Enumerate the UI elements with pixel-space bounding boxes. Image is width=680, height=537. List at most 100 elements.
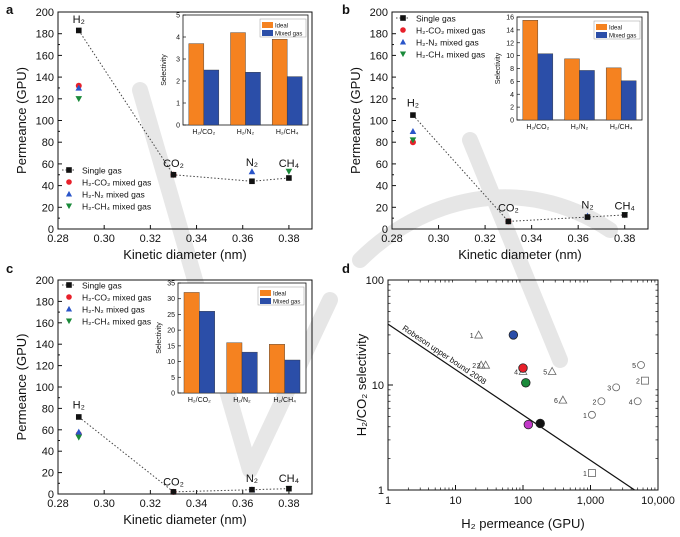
- inset-legend-swatch: [262, 22, 273, 28]
- inset-y-tick-label: 0: [510, 118, 514, 125]
- x-tick-label: 0.30: [93, 498, 114, 510]
- inset-y-tick-label: 2: [510, 105, 514, 112]
- inset-bar: [271, 39, 288, 126]
- y-tick-label: 40: [42, 446, 54, 458]
- inset-y-tick-label: 20: [167, 328, 175, 335]
- literature-label: 5: [543, 369, 547, 376]
- inset-x-tick-label: H₂/CH₄: [276, 129, 299, 136]
- y-tick-label: 80: [42, 403, 54, 415]
- gas-label: H₂: [407, 97, 419, 109]
- data-point: [75, 428, 83, 435]
- inset-bar-chart: 0 1 2 3 4 5 Selectivity H₂/CO₂ H₂/N₂ H₂/CH₄ Ideal M…: [161, 13, 309, 136]
- gas-label: CO₂: [498, 203, 519, 215]
- data-point: [75, 414, 82, 420]
- literature-point: [481, 360, 491, 369]
- inset-y-tick-label: 4: [510, 92, 514, 99]
- inset-x-tick-label: H₂/CO₂: [192, 129, 215, 136]
- inset-bar: [620, 80, 637, 121]
- legend-label: H₂-CH₄ mixed gas: [82, 317, 151, 327]
- y-tick-label: 1: [378, 485, 384, 497]
- literature-point: [597, 397, 606, 406]
- y-axis-title: Permeance (GPU): [348, 67, 363, 174]
- literature-point: [612, 383, 621, 392]
- x-tick-label: 0.28: [381, 233, 402, 245]
- x-tick-label: 0.30: [93, 233, 114, 245]
- y-tick-label: 140: [36, 72, 54, 84]
- y-tick-label: 160: [370, 50, 388, 62]
- y-tick-label: 200: [370, 7, 388, 19]
- inset-x-tick-label: H₂/N₂: [237, 129, 255, 136]
- inset-y-tick-label: 2: [176, 79, 180, 86]
- x-tick-label: 0.32: [140, 233, 161, 245]
- inset-y-tick-label: 3: [176, 57, 180, 64]
- inset-bar-chart: 0 5 10 15 20 25 30 35 Selectivity H₂/CO₂ H₂/N₂ H₂/C…: [156, 281, 307, 404]
- inset-x-tick-label: H₂/CH₄: [273, 397, 296, 404]
- legend: Single gas H₂-CO₂ mixed gas H₂-N₂ mixed ga…: [62, 281, 151, 327]
- inset-y-tick-label: 10: [506, 53, 514, 60]
- inset-bar-chart: 0 2 4 6 8 10 12 14 16 Selectivity H₂/CO₂ H₂/N₂ H₂/CH…: [495, 15, 643, 131]
- legend-swatch: [66, 294, 72, 300]
- x-tick-label: 0.34: [186, 233, 207, 245]
- literature-label: 3: [607, 385, 611, 392]
- this-work-point: [508, 330, 519, 340]
- literature-point: [476, 360, 486, 369]
- inset-bar: [537, 53, 554, 121]
- inset-y-tick-label: 5: [176, 13, 180, 20]
- x-tick-label: 1,000: [577, 495, 605, 507]
- y-axis-title: Permeance (GPU): [14, 334, 29, 441]
- inset-bar: [199, 311, 215, 394]
- y-tick-label: 160: [36, 318, 54, 330]
- inset-y-tick-label: 16: [506, 15, 514, 22]
- literature-label: 4: [514, 369, 518, 376]
- x-tick-label: 0.34: [521, 233, 542, 245]
- gas-label: CH₄: [279, 473, 300, 485]
- y-tick-label: 60: [42, 159, 54, 171]
- y-tick-label: 120: [36, 361, 54, 373]
- inset-bar: [241, 351, 258, 394]
- x-tick-label: 0.36: [232, 233, 253, 245]
- data-point: [409, 137, 417, 144]
- inset-y-tick-label: 8: [510, 66, 514, 73]
- inset-legend-swatch: [596, 32, 607, 38]
- inset-legend-label: Ideal: [609, 26, 622, 32]
- y-tick-label: 140: [370, 72, 388, 84]
- x-tick-label: 0.36: [232, 498, 253, 510]
- y-tick-label: 80: [42, 137, 54, 149]
- gas-label: N₂: [246, 157, 258, 169]
- x-tick-label: 0.32: [474, 233, 495, 245]
- legend-label: H₂-N₂ mixed gas: [82, 305, 145, 315]
- y-tick-label: 180: [36, 296, 54, 308]
- legend-swatch: [66, 282, 72, 288]
- gas-label: CO₂: [163, 476, 184, 488]
- inset-bar: [522, 20, 539, 121]
- y-tick-label: 20: [42, 468, 54, 480]
- inset-bar: [605, 67, 622, 121]
- inset-x-tick-label: H₂/N₂: [233, 397, 251, 404]
- legend-swatch: [399, 51, 407, 58]
- y-tick-label: 20: [376, 202, 388, 214]
- inset-legend-swatch: [260, 290, 271, 296]
- legend-label: H₂-CH₄ mixed gas: [416, 50, 485, 60]
- y-tick-label: 140: [36, 339, 54, 351]
- single-gas-line: [412, 114, 625, 222]
- inset-y-tick-label: 0: [176, 123, 180, 130]
- inset-y-tick-label: 0: [171, 391, 175, 398]
- literature-label: 1: [583, 413, 587, 420]
- inset-x-tick-label: H₂/CH₄: [610, 124, 633, 131]
- inset-y-tick-label: 12: [506, 40, 514, 47]
- panel-letter: d: [342, 261, 350, 276]
- x-tick-label: 0.38: [278, 233, 299, 245]
- literature-label: 2: [472, 363, 476, 370]
- y-axis-title: H₂/CO₂ selectivity: [354, 333, 369, 436]
- inset-y-tick-label: 30: [167, 296, 175, 303]
- inset-bar: [269, 344, 285, 394]
- inset-bar: [284, 359, 301, 394]
- inset-legend-label: Mixed gas: [275, 32, 302, 38]
- x-tick-label: 0.30: [428, 233, 449, 245]
- gas-label: H₂: [73, 14, 85, 26]
- legend-label: H₂-CH₄ mixed gas: [82, 202, 151, 212]
- literature-point: [588, 469, 596, 477]
- y-tick-label: 200: [36, 7, 54, 19]
